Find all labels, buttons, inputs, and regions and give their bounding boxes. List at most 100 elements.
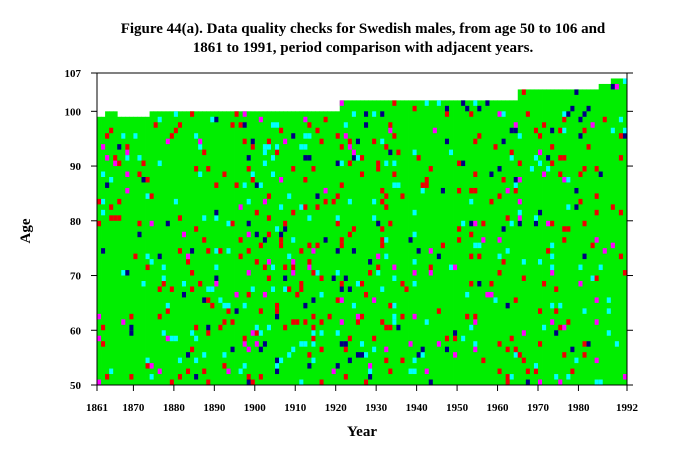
flagged-cell [594,297,599,303]
flagged-cell [517,215,522,221]
year-column-ok [181,111,187,385]
flagged-cell [372,346,377,353]
flagged-cell [384,253,389,260]
flagged-cell [598,264,603,271]
year-column-ok [424,100,430,386]
year-column-ok [542,89,547,386]
year-column-ok [137,116,142,385]
flagged-cell [590,242,595,249]
flagged-cell [177,374,182,380]
flagged-cell [262,198,267,205]
flagged-cell [194,374,199,380]
year-column-ok [368,100,373,386]
flagged-cell [453,264,458,271]
year-column-ok [420,100,426,386]
flagged-cell [347,144,352,150]
flagged-cell [566,177,571,183]
flagged-cell [335,160,340,167]
flagged-cell [283,324,288,331]
flagged-cell [242,341,247,347]
flagged-cell [461,220,466,227]
flagged-cell [210,116,215,123]
flagged-cell [250,144,255,150]
flagged-cell [214,182,219,188]
flagged-cell [610,83,615,90]
year-column-ok [234,111,240,385]
flagged-cell [339,100,344,106]
flagged-cell [258,182,263,188]
flagged-cell [177,215,182,221]
year-column-ok [501,100,507,386]
flagged-cell [513,187,518,194]
y-axis-label: Age [18,218,34,243]
flagged-cell [145,177,150,183]
flagged-cell [125,144,130,150]
flagged-cell [254,259,259,265]
year-column-ok [173,111,179,385]
year-column-ok [416,100,422,386]
year-column-ok [283,111,288,385]
flagged-cell [339,341,344,347]
flagged-cell [319,346,324,353]
flagged-cell [453,335,458,342]
flagged-cell [190,330,195,336]
flagged-cell [355,155,360,161]
flagged-cell [339,281,344,287]
flagged-cell [416,248,421,254]
flagged-cell [594,166,599,172]
flagged-cell [335,330,340,336]
flagged-cell [262,264,267,271]
flagged-cell [420,187,425,194]
flagged-cell [380,111,385,117]
flagged-cell [562,324,567,331]
flagged-cell [562,127,567,134]
flagged-cell [161,264,166,271]
flagged-cell [101,209,106,216]
flagged-cell [270,155,276,161]
year-column-ok [570,89,575,386]
flagged-cell [133,133,138,139]
flagged-cell [384,237,389,243]
flagged-cell [165,138,170,145]
flagged-cell [444,111,449,117]
flagged-cell [307,363,312,369]
flagged-cell [376,264,381,271]
flagged-cell [303,204,308,210]
flagged-cell [315,127,320,134]
flagged-cell [554,374,559,380]
flagged-cell [550,160,555,167]
heatmap-cells [97,78,628,386]
flagged-cell [505,379,510,385]
year-column-ok [412,100,418,386]
year-column-ok [210,111,215,385]
flagged-cell [412,149,417,156]
flagged-cell [525,379,530,385]
flagged-cell [384,160,389,167]
flagged-cell [537,379,543,385]
flagged-cell [315,242,320,249]
flagged-cell [380,286,385,292]
year-column-ok [291,111,296,385]
flagged-cell [497,237,502,243]
flagged-cell [533,363,538,369]
flagged-cell [368,363,373,369]
flagged-cell [359,281,365,287]
flagged-cell [291,259,296,265]
flagged-cell [477,253,482,260]
flagged-cell [542,281,547,287]
flagged-cell [339,242,344,249]
flagged-cell [181,281,187,287]
flagged-cell [283,138,288,145]
flagged-cell [303,319,308,325]
flagged-cell [262,160,267,167]
flagged-cell [173,198,178,205]
year-column-ok [250,111,256,385]
flagged-cell [606,297,611,303]
flagged-cell [469,231,474,238]
flagged-cell [424,319,429,325]
flagged-cell [157,313,162,320]
flagged-cell [214,275,219,281]
flagged-cell [388,220,393,227]
y-tick-label: 107 [65,68,82,80]
flagged-cell [275,363,280,369]
